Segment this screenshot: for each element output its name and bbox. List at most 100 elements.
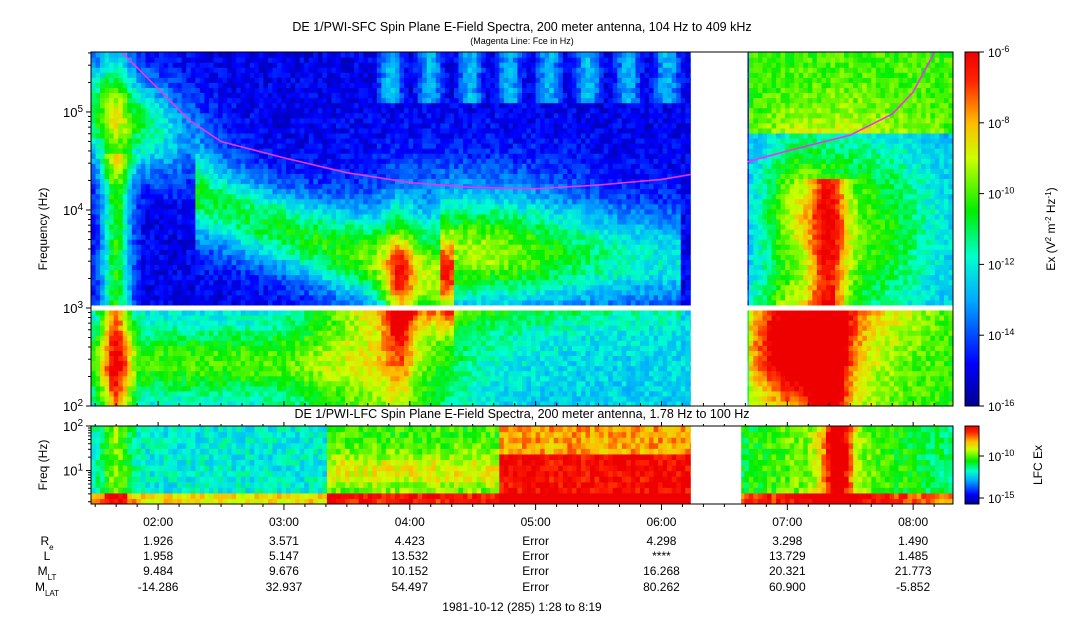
sfc-cell bbox=[258, 223, 264, 230]
sfc-cell bbox=[340, 299, 346, 306]
sfc-cell bbox=[109, 82, 115, 88]
sfc-cell bbox=[91, 395, 97, 402]
sfc-cell bbox=[227, 370, 233, 377]
sfc-cell bbox=[295, 127, 301, 134]
sfc-cell bbox=[286, 299, 292, 306]
sfc-cell bbox=[326, 264, 333, 271]
sfc-cell bbox=[177, 77, 183, 83]
sfc-cell bbox=[181, 229, 187, 235]
sfc-cell bbox=[390, 309, 396, 316]
sfc-cell bbox=[385, 173, 392, 180]
sfc-cell bbox=[186, 264, 192, 271]
sfc-cell bbox=[227, 107, 233, 114]
sfc-cell bbox=[145, 365, 151, 372]
sfc-cell bbox=[172, 178, 178, 185]
sfc-cell bbox=[140, 57, 147, 63]
sfc-cell bbox=[154, 234, 160, 240]
sfc-cell bbox=[267, 218, 274, 225]
sfc-cell bbox=[331, 62, 337, 68]
sfc-cell bbox=[100, 284, 106, 291]
sfc-cell bbox=[181, 249, 187, 255]
sfc-cell bbox=[286, 97, 292, 104]
sfc-cell bbox=[277, 234, 283, 240]
sfc-cell bbox=[299, 264, 305, 271]
sfc-cell bbox=[104, 365, 110, 372]
sfc-cell bbox=[340, 244, 346, 250]
sfc-cell bbox=[363, 193, 369, 200]
sfc-cell bbox=[367, 127, 373, 134]
sfc-cell bbox=[304, 92, 310, 99]
sfc-cell bbox=[122, 203, 128, 210]
sfc-cell bbox=[299, 340, 305, 346]
sfc-cell bbox=[267, 198, 274, 205]
sfc-cell bbox=[136, 143, 142, 149]
sfc-cell bbox=[213, 218, 219, 225]
sfc-cell bbox=[109, 143, 115, 149]
sfc-cell bbox=[385, 178, 392, 185]
sfc-cell bbox=[372, 102, 378, 109]
sfc-cell bbox=[222, 57, 228, 63]
sfc-cell bbox=[113, 168, 119, 174]
sfc-cell bbox=[154, 173, 160, 180]
sfc-cell bbox=[277, 390, 283, 397]
sfc-cell bbox=[358, 158, 364, 164]
sfc-cell bbox=[186, 168, 192, 174]
sfc-cell bbox=[145, 234, 151, 240]
sfc-cell bbox=[277, 264, 283, 271]
sfc-cell bbox=[376, 62, 382, 68]
sfc-cell bbox=[213, 335, 219, 341]
sfc-cell bbox=[154, 395, 160, 402]
sfc-cell bbox=[240, 375, 246, 382]
sfc-cell bbox=[281, 92, 287, 99]
sfc-cell bbox=[408, 82, 414, 88]
sfc-cell bbox=[385, 320, 392, 326]
sfc-cell bbox=[91, 188, 97, 195]
sfc-cell bbox=[349, 355, 355, 362]
sfc-cell bbox=[104, 77, 110, 83]
sfc-cell bbox=[277, 218, 283, 225]
sfc-cell bbox=[385, 82, 392, 88]
sfc-cell bbox=[91, 400, 97, 406]
sfc-cell bbox=[109, 52, 115, 58]
sfc-cell bbox=[295, 218, 301, 225]
sfc-cell bbox=[286, 335, 292, 341]
sfc-cell bbox=[258, 218, 264, 225]
sfc-cell bbox=[399, 229, 405, 235]
sfc-cell bbox=[295, 107, 301, 114]
sfc-cell bbox=[381, 330, 387, 336]
sfc-cell bbox=[95, 52, 101, 58]
sfc-cell bbox=[149, 254, 156, 260]
sfc-cell bbox=[100, 77, 106, 83]
sfc-cell bbox=[281, 335, 287, 341]
sfc-cell bbox=[222, 148, 228, 154]
sfc-cell bbox=[136, 234, 142, 240]
sfc-cell bbox=[199, 249, 206, 255]
sfc-cell bbox=[277, 213, 283, 220]
sfc-cell bbox=[245, 309, 251, 316]
sfc-cell bbox=[367, 117, 373, 124]
sfc-cell bbox=[199, 345, 206, 351]
sfc-cell bbox=[113, 193, 119, 200]
sfc-cell bbox=[213, 77, 219, 83]
sfc-cell bbox=[199, 72, 206, 78]
sfc-cell bbox=[118, 168, 124, 174]
sfc-cell bbox=[195, 299, 201, 306]
sfc-cell bbox=[345, 360, 351, 367]
sfc-cell bbox=[140, 92, 147, 99]
sfc-cell bbox=[163, 208, 169, 215]
sfc-cell bbox=[404, 239, 410, 245]
sfc-cell bbox=[163, 188, 169, 195]
sfc-cell bbox=[227, 137, 233, 144]
sfc-cell bbox=[308, 360, 314, 367]
sfc-cell bbox=[381, 87, 387, 94]
sfc-cell bbox=[145, 309, 151, 316]
sfc-cell bbox=[186, 137, 192, 144]
sfc-cell bbox=[190, 294, 196, 301]
sfc-cell bbox=[258, 244, 264, 250]
sfc-cell bbox=[249, 380, 255, 387]
sfc-cell bbox=[272, 385, 278, 392]
sfc-cell bbox=[340, 370, 346, 377]
sfc-cell bbox=[267, 193, 274, 200]
sfc-cell bbox=[240, 112, 246, 119]
sfc-cell bbox=[149, 72, 156, 78]
